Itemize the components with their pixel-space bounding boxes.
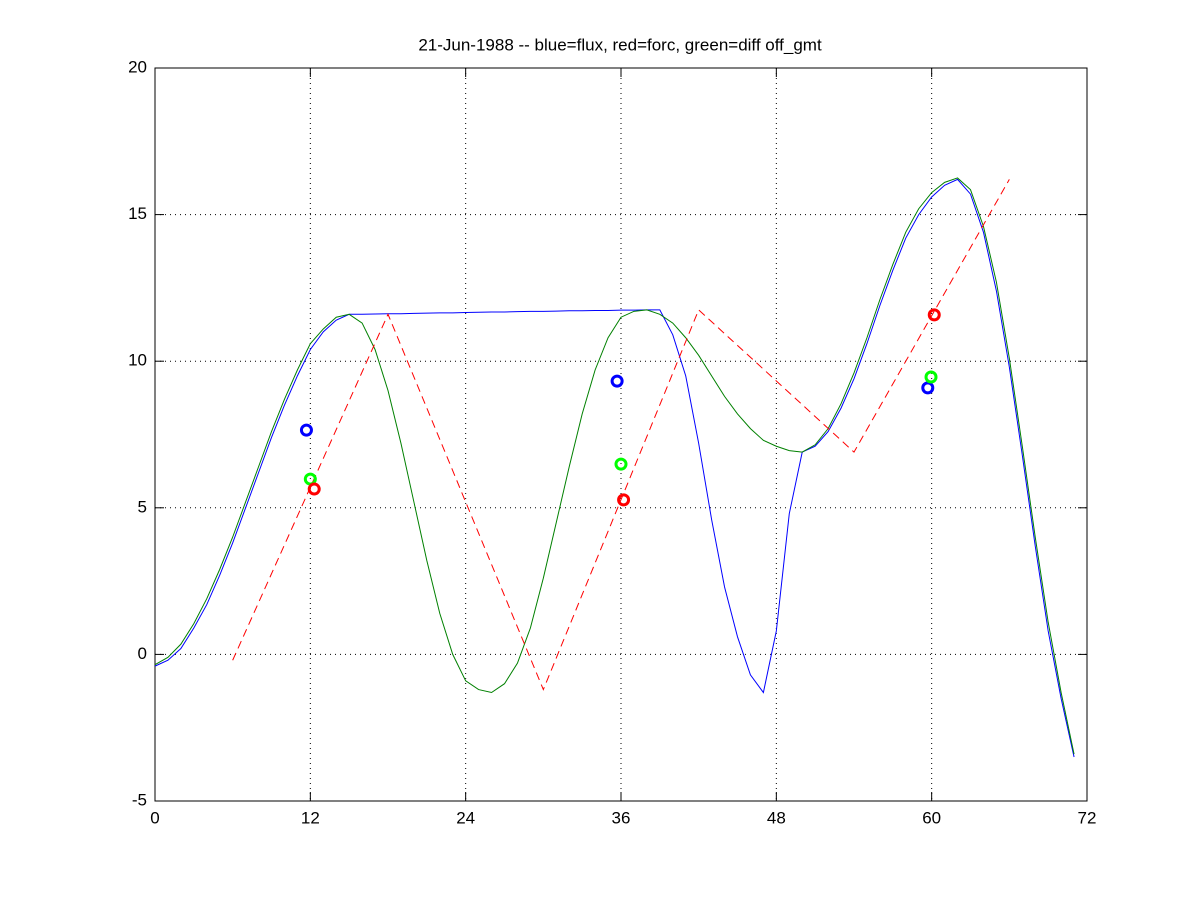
y-tick-label: 5 [138,497,147,516]
marker [924,370,938,384]
x-tick-label: 12 [301,808,320,827]
x-tick-label: 24 [456,808,475,827]
x-tick-label: 36 [612,808,631,827]
y-tick-label: 10 [128,351,147,370]
x-tick-label: 48 [767,808,786,827]
plot-frame [154,67,1088,802]
marker [307,482,321,496]
y-tick-label: 0 [138,644,147,663]
marker [927,308,941,322]
series-line [154,177,1075,755]
marker [299,423,313,437]
marker [617,493,631,507]
series-line [232,179,1010,691]
marker [921,381,935,395]
y-tick-label: -5 [132,790,147,809]
y-tick-label: 20 [128,57,147,76]
x-tick-label: 72 [1078,808,1097,827]
y-tick-label: 15 [128,204,147,223]
x-tick-label: 60 [922,808,941,827]
series-line [154,178,1075,758]
marker [610,374,624,388]
chart-title: 21-Jun-1988 -- blue=flux, red=forc, gree… [418,35,822,54]
marker [614,457,628,471]
x-tick-label: 0 [150,808,159,827]
